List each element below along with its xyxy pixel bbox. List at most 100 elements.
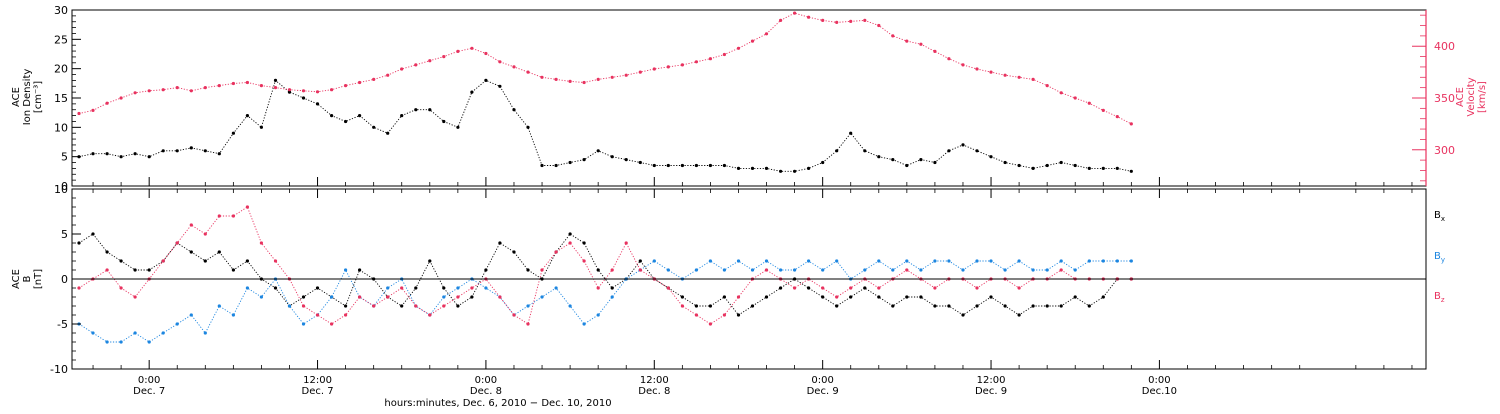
bx-point bbox=[484, 268, 488, 272]
density-ytick-label: 5 bbox=[61, 151, 68, 164]
by-point bbox=[1045, 268, 1049, 272]
density-point bbox=[484, 78, 488, 82]
density-point bbox=[1059, 160, 1063, 165]
density-ytick-label: 10 bbox=[54, 121, 68, 134]
velocity-point bbox=[1059, 91, 1063, 95]
velocity-point bbox=[526, 70, 530, 74]
velocity-ytick-label: 350 bbox=[1434, 92, 1455, 105]
density-ytick-label: 15 bbox=[54, 92, 68, 105]
velocity-point bbox=[133, 91, 137, 95]
x-tick-time: 0:00 bbox=[811, 375, 833, 386]
density-point bbox=[161, 149, 165, 153]
velocity-point bbox=[736, 46, 741, 50]
density-point bbox=[793, 169, 797, 173]
density-point bbox=[372, 125, 376, 129]
velocity-point bbox=[793, 11, 797, 15]
bx-point bbox=[708, 304, 713, 308]
x-tick-time: 0:00 bbox=[138, 375, 160, 386]
density-point bbox=[386, 131, 390, 135]
density-point bbox=[470, 90, 474, 94]
velocity-point bbox=[217, 84, 221, 88]
velocity-point bbox=[961, 63, 965, 67]
legend-bx: Bx bbox=[1434, 210, 1445, 223]
velocity-point bbox=[680, 63, 685, 67]
density-ytick-label: 0 bbox=[61, 180, 68, 193]
density-point bbox=[428, 108, 432, 112]
b-ytick-label: 5 bbox=[61, 228, 68, 241]
density-point bbox=[498, 84, 502, 88]
bottom-panel-data-marks bbox=[77, 205, 1133, 344]
velocity-ytick-label: 300 bbox=[1434, 144, 1455, 157]
x-tick-day: Dec. 7 bbox=[302, 386, 334, 397]
density-point bbox=[1031, 166, 1035, 170]
legend-bz-subscript: z bbox=[1441, 296, 1445, 304]
velocity-point bbox=[372, 77, 376, 81]
velocity-point bbox=[414, 63, 418, 67]
velocity-point bbox=[905, 39, 909, 43]
x-tick-day: Dec. 7 bbox=[133, 386, 165, 397]
by-point bbox=[344, 268, 348, 272]
density-ytick-label: 25 bbox=[54, 33, 68, 46]
density-point bbox=[1045, 163, 1049, 168]
by-point bbox=[526, 304, 530, 308]
legend-by: By bbox=[1434, 251, 1445, 264]
velocity-point bbox=[807, 15, 811, 19]
x-tick-time: 12:00 bbox=[977, 375, 1006, 386]
x-tick-day: Dec. 9 bbox=[975, 386, 1007, 397]
density-axis-label-line: [cm⁻³] bbox=[33, 81, 44, 113]
velocity-point bbox=[1101, 108, 1105, 112]
b-ytick-label: 10 bbox=[54, 183, 68, 196]
bx-point bbox=[358, 268, 362, 272]
density-point bbox=[624, 158, 628, 162]
velocity-point bbox=[189, 89, 193, 93]
velocity-point bbox=[652, 67, 656, 71]
bx-point bbox=[694, 304, 699, 308]
x-tick-time: 12:00 bbox=[640, 375, 669, 386]
velocity-point bbox=[400, 67, 404, 71]
velocity-axis-label-line: [km/s] bbox=[1477, 81, 1488, 113]
velocity-axis-label-line: ACE bbox=[1455, 87, 1466, 107]
bx-point bbox=[919, 295, 923, 299]
by-point bbox=[105, 340, 109, 344]
bz-point bbox=[259, 241, 263, 245]
axes-and-frames bbox=[71, 9, 1427, 370]
velocity-point bbox=[638, 70, 642, 74]
legend-bx-subscript: x bbox=[1441, 215, 1445, 223]
velocity-point-trace bbox=[78, 12, 1132, 125]
b-axis-label-line: B bbox=[22, 275, 33, 282]
x-tick-day: Dec. 8 bbox=[638, 386, 670, 397]
x-tick-day: Dec. 8 bbox=[470, 386, 502, 397]
bx-point bbox=[217, 250, 221, 254]
velocity-point bbox=[1073, 96, 1077, 100]
density-axis-label-line: ACE bbox=[11, 87, 22, 107]
top-panel-data-marks bbox=[77, 11, 1133, 173]
top-panel-frame bbox=[71, 9, 1427, 187]
velocity-point bbox=[175, 86, 179, 90]
x-tick-day: Dec.10 bbox=[1142, 386, 1177, 397]
by-point bbox=[119, 340, 123, 344]
velocity-point bbox=[540, 75, 544, 79]
bz-point-trace bbox=[78, 206, 1132, 325]
legend-by-subscript: y bbox=[1441, 256, 1445, 264]
velocity-point bbox=[456, 49, 460, 54]
legend-bz: Bz bbox=[1434, 291, 1445, 304]
velocity-point bbox=[203, 86, 207, 90]
density-point bbox=[147, 155, 151, 159]
by-point bbox=[764, 259, 769, 263]
bz-point bbox=[624, 241, 628, 245]
velocity-point bbox=[330, 88, 334, 92]
velocity-point bbox=[933, 49, 937, 54]
density-point bbox=[582, 158, 586, 162]
density-point bbox=[175, 149, 179, 153]
bx-point bbox=[133, 268, 137, 272]
bx-point-trace bbox=[78, 233, 1132, 316]
velocity-point bbox=[498, 60, 502, 64]
velocity-point bbox=[821, 18, 825, 22]
velocity-axis-label: ACE Velocity [km/s] bbox=[1455, 77, 1488, 116]
by-point bbox=[1101, 259, 1105, 263]
density-ytick-label: 20 bbox=[54, 63, 68, 76]
b-ytick-label: -5 bbox=[57, 318, 68, 331]
